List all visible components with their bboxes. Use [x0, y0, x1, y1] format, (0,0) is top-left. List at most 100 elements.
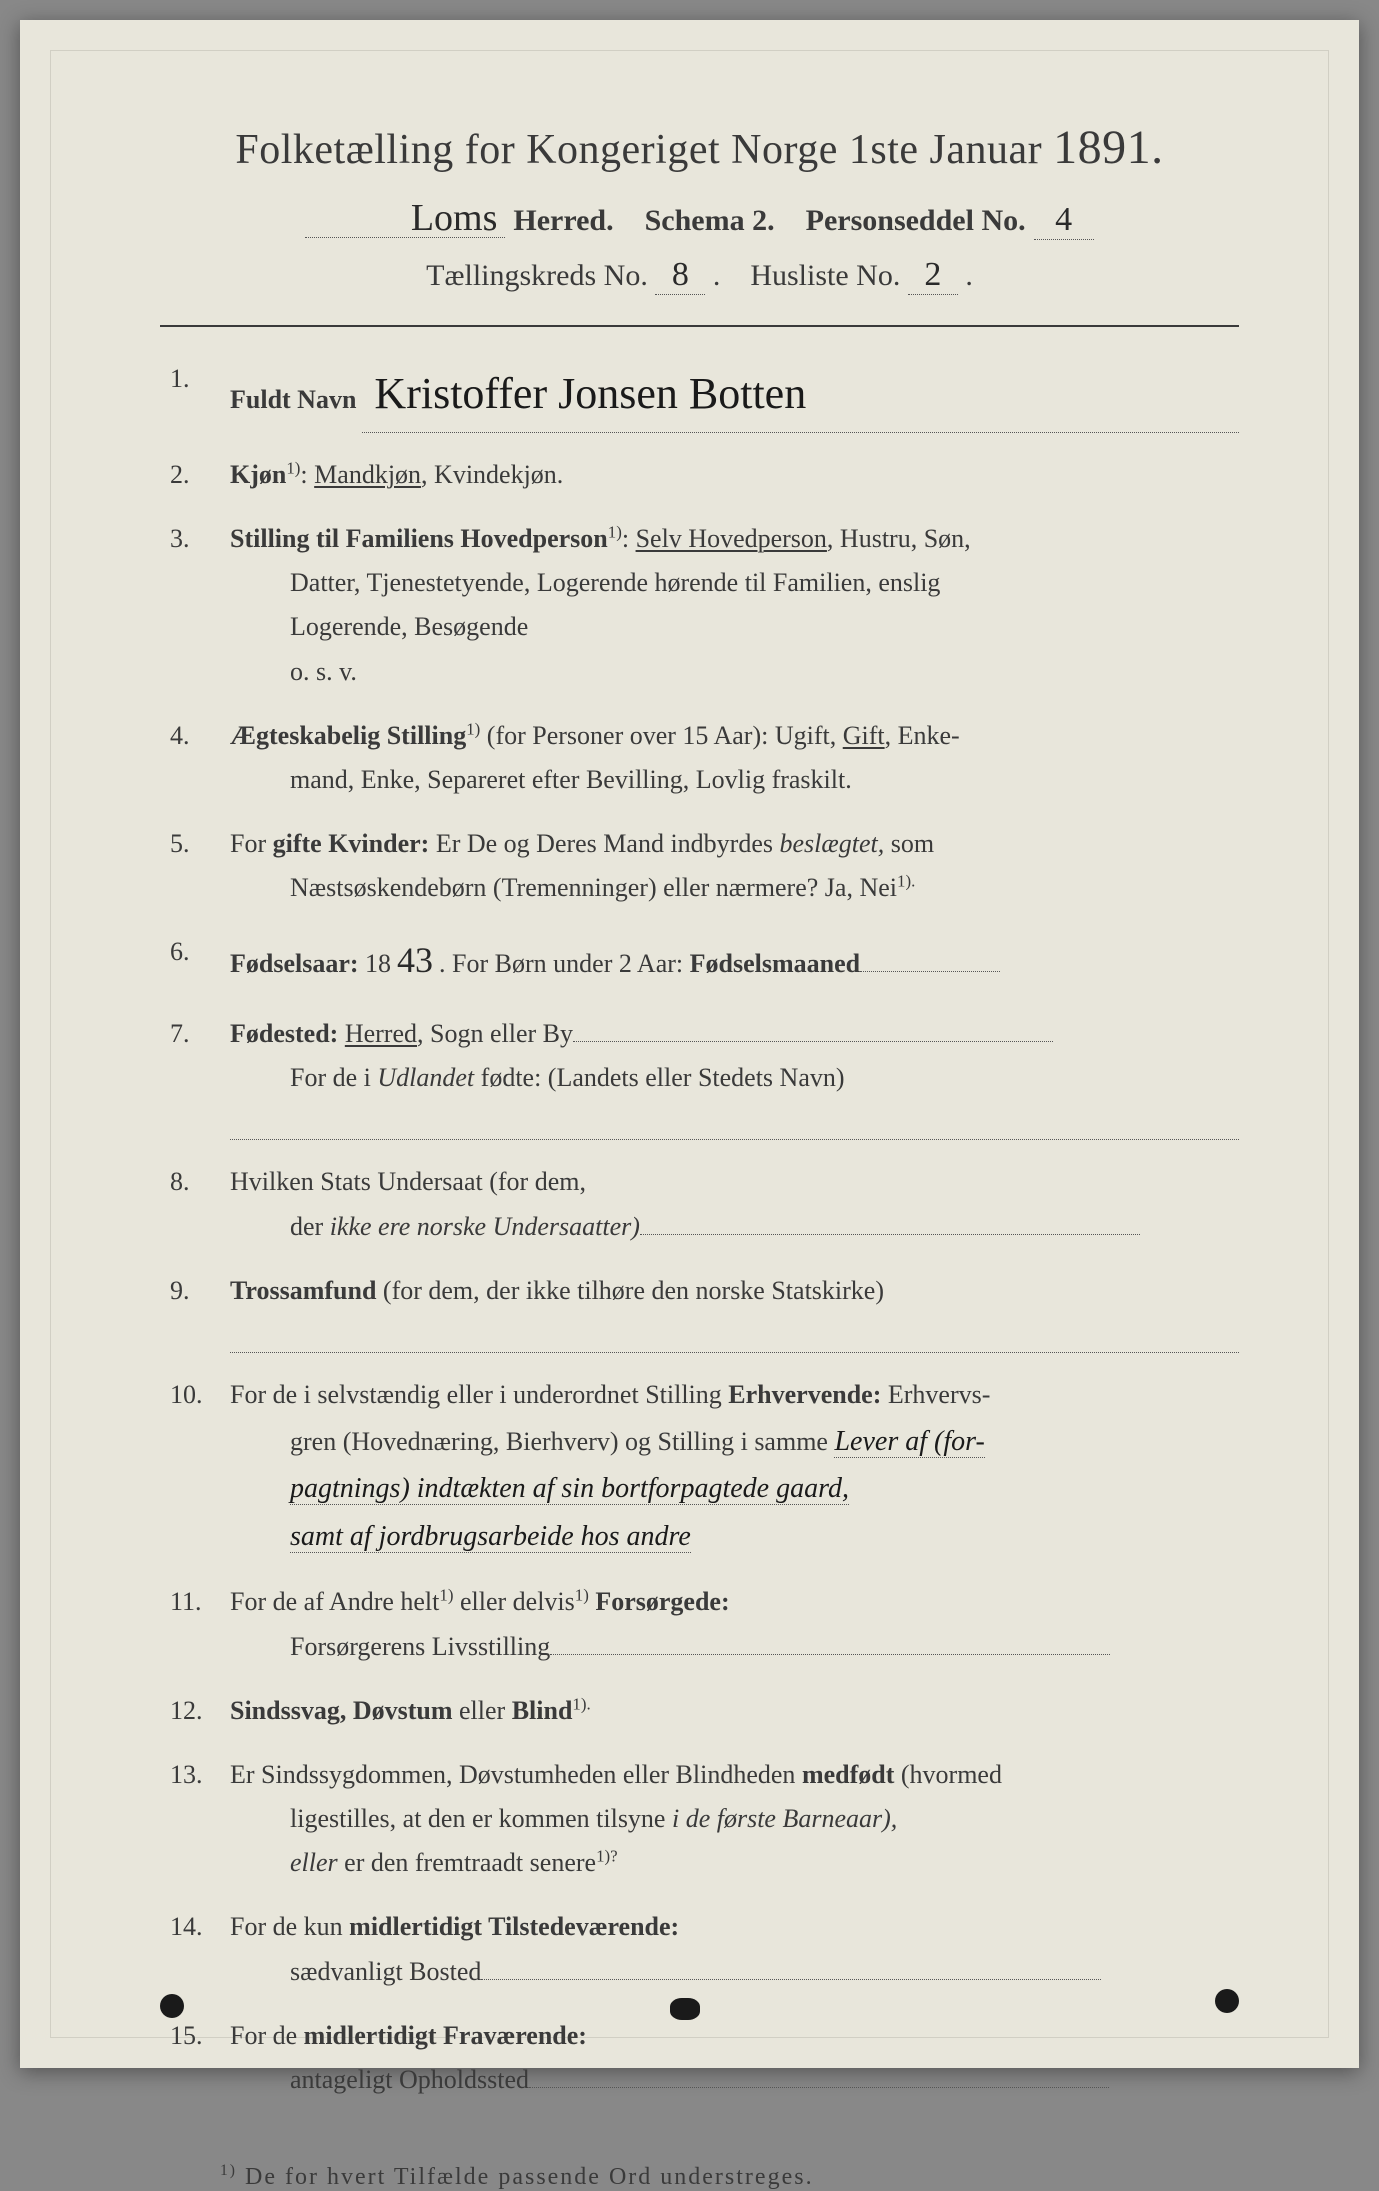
selected-herred: Herred — [345, 1019, 417, 1048]
line: mand, Enke, Separeret efter Bevilling, L… — [230, 758, 1239, 802]
item-3: 3. Stilling til Familiens Hovedperson1):… — [170, 517, 1239, 694]
item-body: Fødested: Herred, Sogn eller By For de i… — [230, 1012, 1239, 1141]
kreds-label: Tællingskreds No. — [426, 259, 648, 292]
schema-label: Schema 2. — [645, 204, 775, 238]
dotted-line — [230, 1317, 1239, 1353]
item-num: 5. — [170, 822, 230, 910]
item-body: Ægteskabelig Stilling1) (for Personer ov… — [230, 714, 1239, 802]
personseddel-label: Personseddel No. — [806, 204, 1026, 238]
item-num: 12. — [170, 1689, 230, 1733]
item-body: Fødselsaar: 1843. For Børn under 2 Aar: … — [230, 930, 1239, 991]
item-12: 12. Sindssvag, Døvstum eller Blind1). — [170, 1689, 1239, 1733]
item-num: 13. — [170, 1753, 230, 1886]
item-body: Stilling til Familiens Hovedperson1): Se… — [230, 517, 1239, 694]
item-body: Fuldt Navn Kristoffer Jonsen Botten — [230, 357, 1239, 433]
item-num: 4. — [170, 714, 230, 802]
husliste-value: 2 — [908, 256, 958, 295]
item-body: For de af Andre helt1) eller delvis1) Fo… — [230, 1580, 1239, 1668]
footnote-sup: 1) — [220, 2162, 237, 2179]
herred-value: Loms — [305, 199, 505, 238]
main-title: Folketælling for Kongeriget Norge 1ste J… — [160, 120, 1239, 175]
field-label: Fødested: — [230, 1019, 338, 1048]
item-1: 1. Fuldt Navn Kristoffer Jonsen Botten — [170, 357, 1239, 433]
header-row-1: Loms Herred. Schema 2. Personseddel No. … — [160, 199, 1239, 240]
selected-selv: Selv Hovedperson — [636, 524, 827, 553]
kreds-value: 8 — [655, 256, 705, 295]
header-row-2: Tællingskreds No. 8 . Husliste No. 2 . — [160, 256, 1239, 295]
title-text: Folketælling for Kongeriget Norge 1ste J… — [235, 127, 1042, 173]
item-num: 8. — [170, 1160, 230, 1248]
sup: 1) — [466, 719, 480, 738]
item-body: Sindssvag, Døvstum eller Blind1). — [230, 1689, 1239, 1733]
item-11: 11. For de af Andre helt1) eller delvis1… — [170, 1580, 1239, 1668]
item-6: 6. Fødselsaar: 1843. For Børn under 2 Aa… — [170, 930, 1239, 991]
line: eller er den fremtraadt senere1)? — [230, 1841, 1239, 1885]
birth-year-value: 43 — [391, 930, 439, 991]
occupation-hw-1: Lever af (for- — [834, 1426, 984, 1458]
name-value: Kristoffer Jonsen Botten — [362, 357, 1239, 433]
header-divider — [160, 325, 1239, 327]
item-num: 3. — [170, 517, 230, 694]
field-label: Sindssvag, Døvstum — [230, 1696, 453, 1725]
item-num: 14. — [170, 1905, 230, 1993]
line: der ikke ere norske Undersaatter) — [230, 1205, 1239, 1249]
item-5: 5. For gifte Kvinder: Er De og Deres Man… — [170, 822, 1239, 910]
line: Datter, Tjenestetyende, Logerende hørend… — [230, 561, 1239, 605]
line: samt af jordbrugsarbeide hos andre — [230, 1513, 1239, 1561]
item-body: Kjøn1): Mandkjøn, Kvindekjøn. — [230, 453, 1239, 497]
title-year: 1891. — [1053, 121, 1164, 174]
field-label: Trossamfund — [230, 1276, 376, 1305]
item-8: 8. Hvilken Stats Undersaat (for dem, der… — [170, 1160, 1239, 1248]
occupation-hw-3: samt af jordbrugsarbeide hos andre — [290, 1521, 691, 1553]
form-header: Folketælling for Kongeriget Norge 1ste J… — [160, 120, 1239, 295]
field-label: Ægteskabelig Stilling — [230, 721, 466, 750]
item-num: 11. — [170, 1580, 230, 1668]
field-label: Kjøn — [230, 460, 286, 489]
item-body: Hvilken Stats Undersaat (for dem, der ik… — [230, 1160, 1239, 1248]
item-10: 10. For de i selvstændig eller i underor… — [170, 1373, 1239, 1560]
item-body: For de kun midlertidigt Tilstedeværende:… — [230, 1905, 1239, 1993]
punch-hole — [670, 1998, 700, 2020]
item-4: 4. Ægteskabelig Stilling1) (for Personer… — [170, 714, 1239, 802]
item-body: For gifte Kvinder: Er De og Deres Mand i… — [230, 822, 1239, 910]
line: o. s. v. — [230, 650, 1239, 694]
sup: 1) — [608, 522, 622, 541]
item-7: 7. Fødested: Herred, Sogn eller By For d… — [170, 1012, 1239, 1141]
personseddel-value: 4 — [1034, 201, 1094, 240]
item-15: 15. For de midlertidigt Fraværende: anta… — [170, 2014, 1239, 2102]
item-body: Er Sindssygdommen, Døvstumheden eller Bl… — [230, 1753, 1239, 1886]
line: gren (Hovednæring, Bierhverv) og Stillin… — [230, 1418, 1239, 1466]
line: pagtnings) indtækten af sin bortforpagte… — [230, 1465, 1239, 1513]
census-form-page: Folketælling for Kongeriget Norge 1ste J… — [20, 20, 1359, 2068]
selected-gift: Gift — [843, 721, 885, 750]
line: sædvanligt Bosted — [230, 1950, 1239, 1994]
dotted-line — [230, 1104, 1239, 1140]
line: For de i Udlandet fødte: (Landets eller … — [230, 1056, 1239, 1100]
item-num: 1. — [170, 357, 230, 433]
item-num: 15. — [170, 2014, 230, 2102]
line: antageligt Opholdssted — [230, 2058, 1239, 2102]
field-label: Fuldt Navn — [230, 378, 356, 422]
item-13: 13. Er Sindssygdommen, Døvstumheden elle… — [170, 1753, 1239, 1886]
item-num: 9. — [170, 1269, 230, 1354]
field-label: Stilling til Familiens Hovedperson — [230, 524, 608, 553]
form-items: 1. Fuldt Navn Kristoffer Jonsen Botten 2… — [160, 357, 1239, 2102]
line: Næstsøskendebørn (Tremenninger) eller næ… — [230, 866, 1239, 910]
line: Forsørgerens Livsstilling — [230, 1625, 1239, 1669]
item-9: 9. Trossamfund (for dem, der ikke tilhør… — [170, 1269, 1239, 1354]
item-2: 2. Kjøn1): Mandkjøn, Kvindekjøn. — [170, 453, 1239, 497]
item-num: 7. — [170, 1012, 230, 1141]
punch-hole — [1215, 1989, 1239, 2013]
line: Hvilken Stats Undersaat (for dem, — [230, 1167, 586, 1196]
item-14: 14. For de kun midlertidigt Tilstedevære… — [170, 1905, 1239, 1993]
selected-mandkjon: Mandkjøn — [314, 460, 421, 489]
footnote-text: De for hvert Tilfælde passende Ord under… — [237, 2164, 814, 2190]
punch-hole — [160, 1994, 184, 2018]
herred-label: Herred. — [513, 204, 613, 238]
sup: 1) — [286, 458, 300, 477]
field-label: gifte Kvinder: — [273, 829, 430, 858]
field-label: Fødselsaar: — [230, 949, 359, 978]
occupation-hw-2: pagtnings) indtækten af sin bortforpagte… — [290, 1473, 849, 1505]
item-body: For de midlertidigt Fraværende: antageli… — [230, 2014, 1239, 2102]
option-kvindekjon: Kvindekjøn. — [434, 460, 563, 489]
